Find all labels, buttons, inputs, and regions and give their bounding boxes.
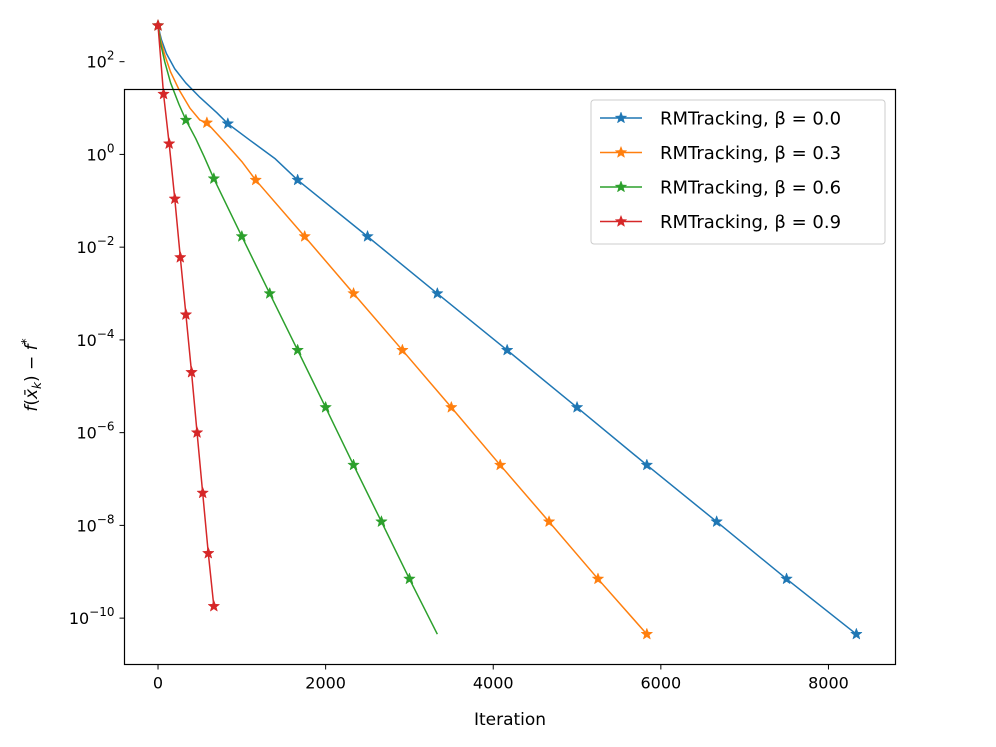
series-marker [235,229,249,242]
y-tick-label: 10−2 [76,234,114,257]
series-marker [570,400,584,413]
series-marker [430,286,444,299]
series-marker [361,229,374,242]
legend-marker [614,214,628,227]
legend: RMTracking, β = 0.0 RMTracking, β = 0.3 RM… [590,99,886,245]
series-marker [151,18,165,32]
series-marker [207,171,221,185]
series-layer [151,18,863,640]
series-marker [185,365,198,378]
series-3 [151,18,221,612]
series-marker [201,546,215,559]
legend-marker [614,111,628,124]
series-marker [298,229,312,242]
series-marker [173,250,187,263]
series-marker [157,87,170,100]
series-marker [640,627,654,640]
series-marker [396,343,409,356]
series-marker [319,400,333,413]
y-axis-label: f(x̄k) − f* [19,338,44,411]
series-marker [347,458,360,471]
series-marker [207,599,221,612]
series-marker [347,286,360,299]
legend-label: RMTracking, β = 0.9 [660,212,841,233]
legend-label: RMTracking, β = 0.6 [660,178,841,199]
y-tick-label: 100 [87,141,115,164]
legend-label: RMTracking, β = 0.0 [660,109,841,130]
plot-frame [123,88,897,666]
series-marker [710,515,724,528]
series-marker [263,286,277,299]
series-marker [179,113,193,126]
legend-box [590,99,886,245]
tick-layer: 0 2000 4000 6000 8000 102 100 10−2 10−4 10−6 10−8 1… [69,49,849,693]
series-marker [375,515,388,528]
series-marker [196,486,210,499]
y-tick-label: 10−8 [76,512,114,535]
legend-marker [614,145,628,158]
series-marker [542,515,556,528]
series-marker [500,343,514,356]
x-tick-label: 4000 [473,674,514,693]
series-marker [291,173,305,186]
x-axis-label: Iteration [474,710,546,730]
x-tick-label: 8000 [808,674,849,693]
y-tick-label: 102 [87,49,115,72]
y-tick-label: 10−4 [76,327,114,350]
y-tick-label: 10−10 [69,605,115,628]
series-marker [780,572,793,585]
legend-label: RMTracking, β = 0.3 [660,143,841,164]
x-tick-label: 2000 [305,674,346,693]
series-marker [190,425,204,439]
y-tick-label: 10−6 [76,420,114,443]
series-marker [162,137,176,150]
series-marker [168,192,182,205]
series-2 [151,18,439,635]
series-marker [403,572,416,585]
series-marker [221,116,235,130]
series-marker [849,627,863,640]
series-marker [249,173,263,186]
x-tick-label: 6000 [640,674,681,693]
series-marker [179,307,193,321]
series-marker [640,458,654,471]
series-marker [493,458,507,471]
series-marker [200,116,214,129]
series-marker [291,343,305,356]
series-marker [444,400,458,413]
legend-marker [614,180,628,193]
series-1 [151,18,654,640]
x-tick-label: 0 [153,674,163,693]
series-marker [591,572,605,585]
